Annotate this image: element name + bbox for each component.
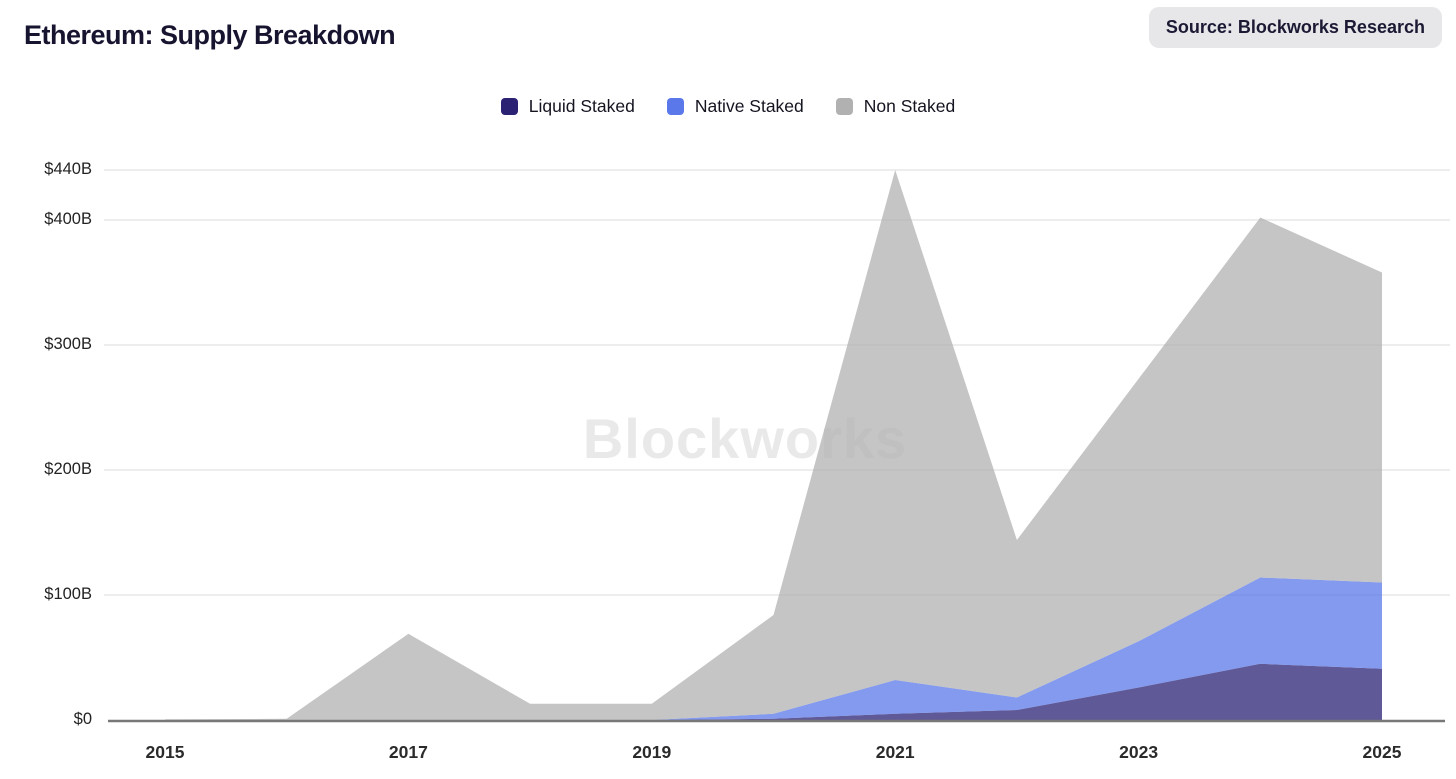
page-title: Ethereum: Supply Breakdown: [24, 20, 396, 50]
non-staked-swatch-icon: [835, 98, 853, 115]
area-non-staked: [165, 170, 1382, 720]
area-liquid-staked: [165, 663, 1382, 720]
y-axis-label-$100B: $100B: [44, 585, 92, 603]
legend-item-liquid-staked[interactable]: Liquid Staked: [500, 96, 635, 117]
native-staked-swatch-icon: [666, 98, 684, 115]
x-axis-label-2023: 2023: [1119, 742, 1159, 762]
chart-legend: Liquid Staked Native Staked Non Staked: [0, 96, 1456, 117]
y-axis-label-$400B: $400B: [44, 210, 92, 228]
y-axis-label-$440B: $440B: [44, 160, 92, 178]
legend-label: Non Staked: [863, 96, 956, 116]
x-axis-label-2019: 2019: [632, 742, 672, 762]
legend-item-non-staked[interactable]: Non Staked: [835, 96, 956, 117]
source-badge: Source: Blockworks Research: [1148, 7, 1442, 48]
y-axis-label-$0: $0: [73, 710, 92, 728]
x-axis-label-2015: 2015: [145, 742, 185, 762]
legend-label: Liquid Staked: [528, 96, 635, 116]
area-native-staked: [165, 577, 1382, 720]
x-axis-label-2017: 2017: [388, 742, 428, 762]
y-axis-label-$300B: $300B: [44, 335, 92, 353]
liquid-staked-swatch-icon: [500, 98, 518, 115]
y-axis-label-$200B: $200B: [44, 460, 92, 478]
x-axis-label-2021: 2021: [875, 742, 915, 762]
x-axis-label-2025: 2025: [1362, 742, 1402, 762]
legend-item-native-staked[interactable]: Native Staked: [666, 96, 804, 117]
legend-label: Native Staked: [694, 96, 804, 116]
